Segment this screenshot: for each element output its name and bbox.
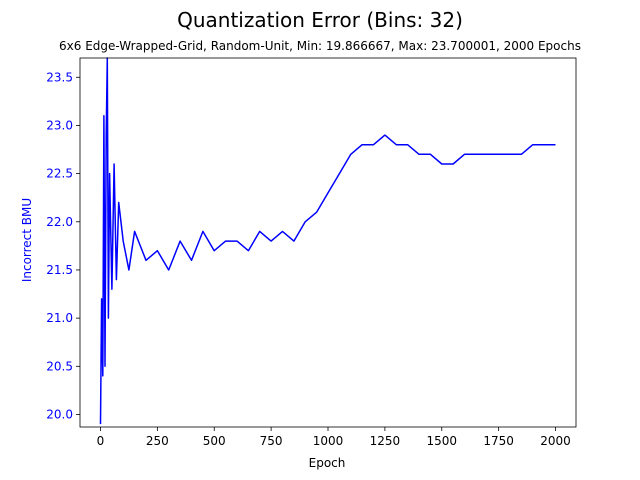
plot-area: 0 250 500 750 1000 1250 1500 1750 2000 20.0 20.5 21… — [46, 57, 577, 448]
y-tick-label: 20.5 — [46, 359, 73, 373]
x-tick-label: 1250 — [370, 434, 401, 448]
x-tick-label: 2000 — [540, 434, 571, 448]
y-tick-label: 22.0 — [46, 215, 73, 229]
series-line — [99, 57, 556, 425]
y-axis-label: Incorrect BMU — [20, 198, 34, 282]
x-tick-label: 250 — [146, 434, 169, 448]
x-tick-label: 0 — [97, 434, 105, 448]
y-tick-label: 23.5 — [46, 70, 73, 84]
y-tick-label: 22.5 — [46, 167, 73, 181]
x-tick-label: 1500 — [426, 434, 457, 448]
x-tick-label: 1750 — [483, 434, 514, 448]
x-tick-label: 500 — [203, 434, 226, 448]
chart-subtitle: 6x6 Edge-Wrapped-Grid, Random-Unit, Min:… — [59, 39, 581, 53]
y-tick-label: 21.0 — [46, 311, 73, 325]
x-tick-label: 750 — [260, 434, 283, 448]
x-axis-label: Epoch — [309, 456, 346, 470]
chart-title: Quantization Error (Bins: 32) — [177, 8, 463, 32]
y-tick-label: 21.5 — [46, 263, 73, 277]
y-tick-label: 20.0 — [46, 407, 73, 421]
x-tick-label: 1000 — [313, 434, 344, 448]
y-tick-label: 23.0 — [46, 118, 73, 132]
